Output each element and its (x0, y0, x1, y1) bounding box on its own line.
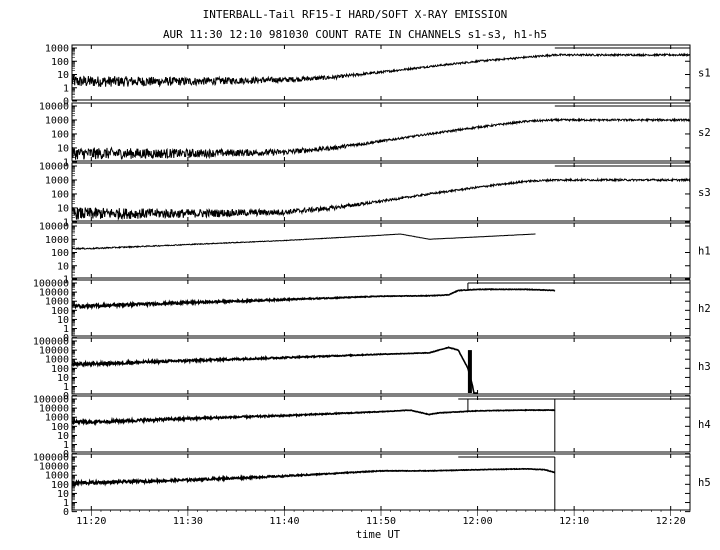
y-tick-label: 10000 (39, 346, 69, 357)
y-tick-label: 1000 (45, 44, 69, 55)
panel-label-h5: h5 (698, 477, 711, 489)
y-tick-label: 0 (63, 507, 69, 518)
chart-title: INTERBALL-Tail RF15-I HARD/SOFT X-RAY EM… (203, 8, 508, 21)
x-axis-label: time UT (356, 529, 401, 541)
y-tick-label: 10 (57, 373, 69, 384)
series-line-s2 (71, 117, 691, 160)
panel-h1: 10000 1000 100 10 1 h1 (39, 222, 711, 286)
y-tick-label: 100 (51, 248, 69, 259)
panel-label-s1: s1 (698, 68, 711, 80)
y-tick-label: 0 (63, 333, 69, 344)
y-tick-label: 100 (51, 364, 69, 375)
y-tick-label: 10 (57, 143, 69, 154)
x-tick-label: 11:30 (173, 516, 203, 527)
y-tick-label: 100000 (33, 337, 69, 348)
series-line-s3 (71, 177, 691, 221)
panel-label-h2: h2 (698, 303, 711, 315)
y-tick-label: 10 (57, 431, 69, 442)
y-tick-label: 10 (57, 261, 69, 272)
panel-label-s3: s3 (698, 187, 711, 199)
y-tick-label: 1 (63, 275, 69, 286)
y-tick-label: 10000 (39, 162, 69, 173)
y-tick-label: 100000 (33, 279, 69, 290)
y-tick-label: 100 (51, 189, 69, 200)
y-tick-label: 0 (63, 449, 69, 460)
x-tick-label: 12:10 (559, 516, 589, 527)
chart-subtitle: AUR 11:30 12:10 981030 COUNT RATE IN CHA… (163, 28, 547, 41)
series-line-h5 (71, 467, 556, 488)
y-tick-label: 1 (63, 440, 69, 451)
panel-s2: 10000 1000 100 10 1 s2 (39, 102, 711, 169)
y-tick-label: 1000 (45, 413, 69, 424)
y-tick-label: 1000 (45, 235, 69, 246)
y-tick-label: 100 (51, 422, 69, 433)
y-tick-label: 1000 (45, 297, 69, 308)
panel-s3: 10000 1000 100 10 1 s3 (39, 162, 711, 229)
x-axis: 11:20 11:30 11:40 11:50 12:00 12:10 12:20 (71, 510, 691, 527)
y-tick-label: 10 (57, 203, 69, 214)
series-line-h3 (71, 346, 478, 394)
series-line-h2 (71, 287, 556, 311)
x-tick-label: 11:40 (269, 516, 299, 527)
panel-label-h3: h3 (698, 361, 711, 373)
y-tick-label: 100 (51, 480, 69, 491)
x-tick-label: 12:20 (656, 516, 686, 527)
series-drop-h3 (467, 350, 472, 393)
y-tick-label: 1 (63, 324, 69, 335)
y-tick-label: 100000 (33, 453, 69, 464)
y-tick-label: 100 (51, 129, 69, 140)
panels-group: 10001001010s1100001000100101s21000010001… (33, 44, 711, 519)
y-tick-label: 1000 (45, 115, 69, 126)
y-tick-label: 1000 (45, 175, 69, 186)
y-tick-label: 10000 (39, 102, 69, 113)
series-line-s1 (71, 52, 691, 88)
y-tick-label: 1 (63, 382, 69, 393)
y-tick-label: 10000 (39, 462, 69, 473)
y-tick-label: 10 (57, 489, 69, 500)
y-tick-label: 10 (57, 70, 69, 81)
y-tick-label: 1 (63, 157, 69, 168)
series-line-h1 (71, 233, 536, 250)
y-tick-label: 1000 (45, 355, 69, 366)
y-tick-label: 0 (63, 97, 69, 108)
y-tick-label: 100000 (33, 395, 69, 406)
y-tick-label: 1 (63, 83, 69, 94)
panel-label-h1: h1 (698, 246, 711, 258)
series-line-h4 (71, 408, 556, 427)
y-tick-label: 10000 (39, 288, 69, 299)
y-tick-label: 10000 (39, 404, 69, 415)
x-tick-label: 11:20 (76, 516, 106, 527)
panel-label-s2: s2 (698, 127, 711, 139)
y-tick-label: 100 (51, 306, 69, 317)
y-tick-label: 0 (63, 391, 69, 402)
y-tick-label: 1 (63, 217, 69, 228)
x-tick-label: 12:00 (463, 516, 493, 527)
x-tick-label: 11:50 (366, 516, 396, 527)
panel-label-h4: h4 (698, 419, 711, 431)
y-tick-label: 1000 (45, 471, 69, 482)
y-tick-label: 10 (57, 315, 69, 326)
y-tick-label: 1 (63, 498, 69, 509)
y-tick-label: 100 (51, 57, 69, 68)
y-tick-label: 10000 (39, 222, 69, 233)
